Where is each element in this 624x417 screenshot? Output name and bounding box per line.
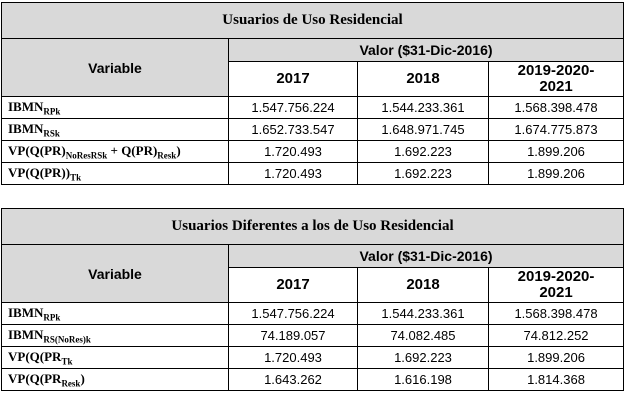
label-text: IBMN bbox=[8, 98, 44, 114]
value-header: Valor ($31-Dic-2016) bbox=[227, 244, 624, 268]
label-subscript: RPk bbox=[43, 312, 61, 323]
value-cell: 1.899.206 bbox=[488, 140, 624, 163]
variable-header: Variable bbox=[1, 244, 229, 303]
value-cell: 1.568.398.478 bbox=[488, 96, 624, 119]
value-cell: 1.899.206 bbox=[488, 162, 624, 185]
label-subscript: NoResRSk bbox=[65, 150, 108, 161]
label-subscript: Tk bbox=[70, 172, 82, 183]
value-cell: 1.692.223 bbox=[357, 346, 489, 369]
year-header: 2018 bbox=[357, 267, 489, 303]
year-header: 2017 bbox=[228, 267, 358, 303]
value-cell: 1.648.971.745 bbox=[357, 118, 489, 141]
variable-header: Variable bbox=[1, 38, 229, 97]
row-label: IBMNRS(NoRes)k bbox=[1, 324, 229, 347]
value-cell: 74.082.485 bbox=[357, 324, 489, 347]
data-row: VP(Q(PR)NoResRSk + Q(PR)Resk) 1.720.493 1.… bbox=[1, 140, 624, 163]
value-cell: 1.692.223 bbox=[357, 162, 489, 185]
row-label: IBMNRPk bbox=[1, 302, 229, 325]
label-subscript: Resk bbox=[157, 150, 177, 161]
value-cell: 1.643.262 bbox=[228, 368, 358, 391]
row-label: VP(Q(PRResk) bbox=[1, 368, 229, 391]
label-subscript: RPk bbox=[43, 106, 61, 117]
data-row: IBMNRSk 1.652.733.547 1.648.971.745 1.674.7… bbox=[1, 118, 624, 141]
value-header: Valor ($31-Dic-2016) bbox=[228, 38, 624, 62]
label-text: IBMN bbox=[8, 326, 44, 342]
value-cell: 1.616.198 bbox=[357, 368, 489, 391]
value-cell: 1.720.493 bbox=[228, 140, 358, 163]
label-text: ) bbox=[80, 370, 85, 386]
row-label: VP(Q(PR)NoResRSk + Q(PR)Resk) bbox=[1, 140, 229, 163]
value-cell: 1.652.733.547 bbox=[228, 118, 358, 141]
data-row: IBMNRPk 1.547.756.224 1.544.233.361 1.568.3… bbox=[1, 302, 624, 325]
row-label: VP(Q(PR))Tk bbox=[1, 162, 229, 185]
table: Usuarios de Uso Residencial Variable Valor… bbox=[1, 2, 624, 185]
value-cell: 1.547.756.224 bbox=[228, 302, 358, 325]
data-row: VP(Q(PRTk 1.720.493 1.692.223 1.899.206 bbox=[1, 346, 624, 369]
value-cell: 1.568.398.478 bbox=[487, 302, 624, 325]
label-text: IBMN bbox=[8, 120, 44, 136]
label-subscript: Resk bbox=[61, 378, 81, 389]
label-text: ) bbox=[176, 142, 181, 158]
value-cell: 1.899.206 bbox=[487, 346, 624, 369]
year-header: 2017 bbox=[228, 61, 358, 97]
value-cell: 1.547.756.224 bbox=[228, 96, 358, 119]
year-row: 2017 2018 2019-2020-2021 bbox=[2, 267, 624, 303]
table: Usuarios Diferentes a los de Uso Residen… bbox=[0, 208, 624, 391]
value-cell: 1.814.368 bbox=[487, 368, 624, 391]
title-row: Usuarios de Uso Residencial bbox=[1, 2, 624, 39]
value-cell: 74.189.057 bbox=[228, 324, 358, 347]
table-title: Usuarios Diferentes a los de Uso Residen… bbox=[0, 208, 624, 245]
label-subscript: RSk bbox=[43, 128, 60, 139]
data-row: VP(Q(PRResk) 1.643.262 1.616.198 1.814.368 bbox=[1, 368, 624, 391]
data-row: VP(Q(PR))Tk 1.720.493 1.692.223 1.899.206 bbox=[1, 162, 624, 185]
value-cell: 1.720.493 bbox=[228, 162, 358, 185]
row-label: VP(Q(PRTk bbox=[1, 346, 229, 369]
value-cell: 74.812.252 bbox=[487, 324, 624, 347]
label-subscript: Tk bbox=[61, 356, 73, 367]
label-text: VP(Q(PR) bbox=[8, 142, 66, 158]
data-row: IBMNRS(NoRes)k 74.189.057 74.082.485 74.812… bbox=[1, 324, 624, 347]
label-subscript: RS(NoRes)k bbox=[43, 334, 91, 345]
label-text: VP(Q(PR bbox=[8, 348, 62, 364]
year-header: 2019-2020-2021 bbox=[488, 61, 624, 97]
year-row: 2017 2018 2019-2020-2021 bbox=[2, 61, 624, 97]
label-text: IBMN bbox=[8, 304, 44, 320]
value-cell: 1.692.223 bbox=[357, 140, 489, 163]
value-cell: 1.674.775.873 bbox=[488, 118, 624, 141]
header-row: Variable Valor ($31-Dic-2016) bbox=[1, 38, 624, 97]
row-label: IBMNRPk bbox=[1, 96, 229, 119]
value-cell: 1.544.233.361 bbox=[357, 96, 489, 119]
value-cell: 1.544.233.361 bbox=[357, 302, 489, 325]
label-text: + Q(PR) bbox=[107, 142, 158, 158]
label-text: VP(Q(PR bbox=[8, 370, 62, 386]
year-header: 2019-2020-2021 bbox=[487, 267, 624, 303]
value-cell: 1.720.493 bbox=[228, 346, 358, 369]
label-text: VP(Q(PR)) bbox=[8, 164, 71, 180]
title-row: Usuarios Diferentes a los de Uso Residen… bbox=[0, 208, 624, 245]
data-row: IBMNRPk 1.547.756.224 1.544.233.361 1.568.3… bbox=[1, 96, 624, 119]
year-header: 2018 bbox=[357, 61, 489, 97]
row-label: IBMNRSk bbox=[1, 118, 229, 141]
table-title: Usuarios de Uso Residencial bbox=[1, 2, 624, 39]
header-row: Variable Valor ($31-Dic-2016) bbox=[1, 244, 624, 303]
